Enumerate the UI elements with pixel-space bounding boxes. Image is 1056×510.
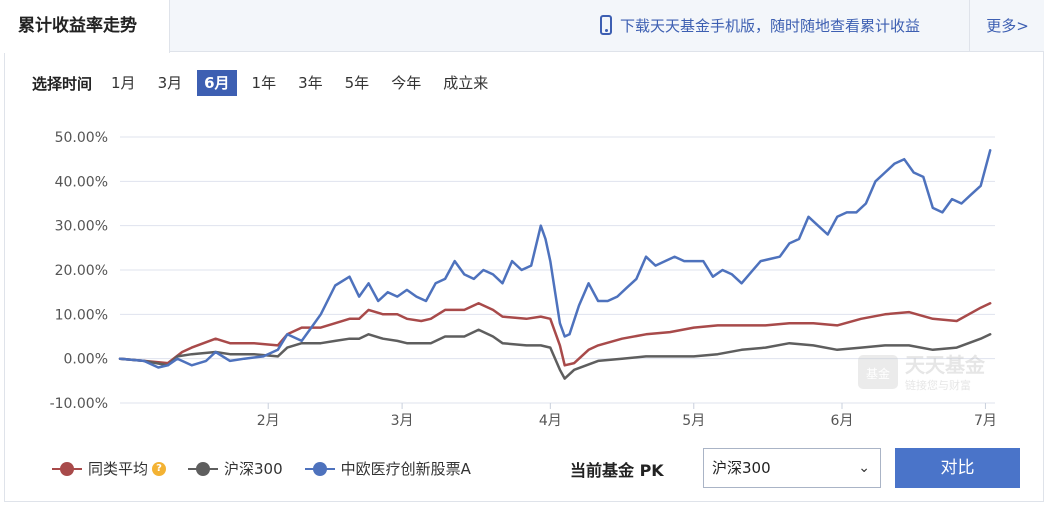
watermark-logo-box [858, 355, 898, 389]
compare-button[interactable]: 对比 [895, 448, 1020, 488]
legend-item-fund[interactable]: 中欧医疗创新股票A [304, 458, 471, 479]
watermark: 基金 天天基金 链接您与财富 [858, 353, 986, 392]
series-line-1 [118, 328, 992, 380]
x-tick-label: 4月 [539, 413, 562, 429]
legend-label-category-average: 同类平均 [88, 460, 149, 478]
legend-marker-fund [304, 461, 335, 476]
period-since-inception[interactable]: 成立来 [443, 74, 489, 92]
legend-item-csi300[interactable]: 沪深300 [188, 458, 283, 479]
x-tick-label: 5月 [682, 413, 705, 429]
legend-label-csi300: 沪深300 [224, 460, 283, 478]
y-tick-label: 10.00% [55, 307, 108, 323]
period-label: 选择时间 [32, 74, 93, 93]
y-tick-label: 50.00% [55, 130, 108, 146]
pk-selected-value: 沪深300 [712, 459, 771, 477]
period-selector: 选择时间 1月 3月 6月 1年 3年 5年 今年 成立来 [32, 70, 503, 96]
chevron-down-icon: ⌄ [858, 460, 870, 476]
period-ytd[interactable]: 今年 [391, 74, 422, 92]
x-tick-label: 2月 [257, 413, 280, 429]
watermark-name: 天天基金 [905, 353, 986, 377]
series-line-2 [118, 149, 992, 369]
pk-label: 当前基金 PK [570, 461, 664, 480]
x-axis: 2月 3月 4月 5月 6月 7月 [257, 403, 997, 429]
series-line-0 [118, 302, 992, 367]
x-tick-label: 6月 [831, 413, 854, 429]
series-layer [118, 149, 992, 380]
period-3y[interactable]: 3年 [298, 74, 323, 92]
watermark-slogan: 链接您与财富 [905, 378, 971, 392]
pk-benchmark-select[interactable]: 沪深300 ⌄ [703, 448, 881, 488]
period-5y[interactable]: 5年 [344, 74, 370, 92]
legend-marker-csi300 [188, 461, 219, 476]
y-tick-label: 0.00% [64, 352, 108, 368]
more-link[interactable]: 更多> [969, 0, 1045, 52]
tab-cumulative-return[interactable]: 累计收益率走势 [4, 0, 170, 53]
cumulative-return-chart: 基金 天天基金 链接您与财富 50.00% 40.00% 30.00% 20.00% 1… [50, 130, 997, 429]
legend: 同类平均 ? 沪深300 中欧医疗创新股票A [52, 458, 493, 479]
y-tick-label: 40.00% [55, 174, 108, 190]
period-6m[interactable]: 6月 [197, 70, 237, 96]
y-axis: 50.00% 40.00% 30.00% 20.00% 10.00% 0.00% -10.0… [50, 130, 108, 412]
y-tick-label: -10.00% [50, 396, 108, 412]
legend-marker-category-average [52, 461, 82, 476]
chart-header: 累计收益率走势 下载天天基金手机版，随时随地查看累计收益 更多> [4, 0, 1045, 53]
y-tick-label: 30.00% [55, 219, 108, 235]
legend-label-fund: 中欧医疗创新股票A [340, 460, 471, 478]
period-3m[interactable]: 3月 [157, 74, 183, 92]
question-icon[interactable]: ? [152, 461, 167, 476]
watermark-logo-text: 基金 [866, 366, 890, 381]
chart-grid [120, 136, 995, 404]
download-app-text: 下载天天基金手机版，随时随地查看累计收益 [620, 17, 921, 35]
download-app-link[interactable]: 下载天天基金手机版，随时随地查看累计收益 [600, 0, 920, 52]
y-tick-label: 20.00% [55, 263, 108, 279]
x-tick-label: 3月 [391, 413, 414, 429]
period-1y[interactable]: 1年 [251, 74, 277, 92]
phone-icon [600, 14, 612, 35]
period-1m[interactable]: 1月 [111, 74, 136, 92]
legend-item-category-average[interactable]: 同类平均 ? [52, 458, 167, 479]
x-tick-label: 7月 [974, 413, 997, 429]
